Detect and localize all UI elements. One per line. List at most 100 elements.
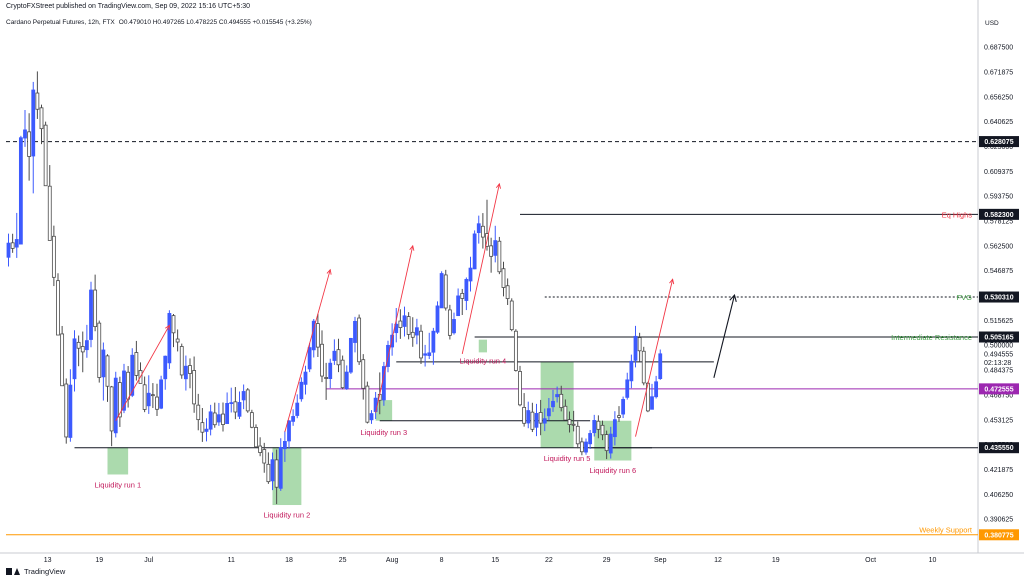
candle-body[interactable]: [629, 360, 634, 382]
candle-body[interactable]: [113, 377, 118, 434]
candle-body[interactable]: [35, 92, 40, 110]
candle-body[interactable]: [336, 349, 341, 366]
candle-body[interactable]: [270, 459, 275, 482]
candle-body[interactable]: [612, 419, 617, 438]
candle-body[interactable]: [505, 285, 510, 300]
candle-body[interactable]: [427, 352, 432, 356]
price-badge[interactable]: [979, 442, 1019, 454]
candle-body[interactable]: [526, 410, 531, 424]
candle-body[interactable]: [493, 240, 498, 256]
candle-body[interactable]: [43, 124, 48, 187]
candle-body[interactable]: [254, 427, 258, 448]
candle-body[interactable]: [555, 394, 560, 398]
candle-body[interactable]: [340, 359, 345, 389]
candle-body[interactable]: [592, 420, 597, 434]
candle-body[interactable]: [406, 316, 411, 335]
candle-body[interactable]: [221, 413, 225, 425]
candle-body[interactable]: [171, 315, 176, 334]
candle-body[interactable]: [419, 330, 423, 359]
candle-body[interactable]: [476, 223, 481, 234]
candle-body[interactable]: [295, 402, 300, 416]
candle-body[interactable]: [398, 320, 403, 328]
candle-body[interactable]: [579, 441, 584, 453]
candle-body[interactable]: [584, 441, 588, 453]
candle-body[interactable]: [303, 371, 308, 385]
candle-body[interactable]: [542, 418, 547, 424]
candle-body[interactable]: [84, 340, 89, 351]
candle-body[interactable]: [105, 355, 110, 387]
candle-body[interactable]: [518, 371, 522, 406]
candle-body[interactable]: [258, 445, 263, 453]
candle-body[interactable]: [299, 381, 304, 400]
candle-body[interactable]: [307, 347, 312, 370]
candle-body[interactable]: [266, 463, 271, 483]
candle-body[interactable]: [155, 396, 159, 410]
candle-body[interactable]: [93, 289, 98, 328]
candle-body[interactable]: [443, 274, 448, 309]
candle-body[interactable]: [460, 292, 465, 299]
candle-body[interactable]: [571, 423, 576, 426]
candle-body[interactable]: [282, 441, 287, 450]
candle-body[interactable]: [47, 185, 52, 241]
candle-body[interactable]: [204, 428, 209, 432]
candle-body[interactable]: [464, 278, 469, 301]
candle-body[interactable]: [229, 402, 234, 405]
candle-body[interactable]: [654, 381, 659, 398]
candle-body[interactable]: [80, 346, 85, 353]
candle-body[interactable]: [452, 319, 456, 334]
price-badge[interactable]: [979, 291, 1019, 303]
candle-body[interactable]: [23, 129, 27, 139]
candle-body[interactable]: [365, 385, 370, 423]
candle-body[interactable]: [18, 137, 23, 245]
candle-body[interactable]: [76, 341, 81, 349]
candle-body[interactable]: [97, 322, 102, 378]
candle-body[interactable]: [216, 414, 221, 423]
candle-body[interactable]: [200, 422, 205, 433]
candle-body[interactable]: [278, 447, 283, 489]
candle-body[interactable]: [501, 268, 506, 288]
candle-body[interactable]: [51, 235, 56, 278]
candle-body[interactable]: [241, 391, 246, 401]
candle-body[interactable]: [344, 371, 349, 390]
candle-body[interactable]: [183, 365, 188, 380]
candle-body[interactable]: [588, 433, 593, 445]
candle-body[interactable]: [410, 331, 415, 338]
price-axis[interactable]: 0.687500 0.671875 0.656250 0.640625 0.625000…: [979, 45, 1019, 541]
candle-body[interactable]: [489, 245, 494, 257]
candle-body[interactable]: [617, 415, 621, 418]
candle-body[interactable]: [14, 239, 19, 248]
candle-body[interactable]: [212, 412, 217, 426]
candle-body[interactable]: [188, 365, 192, 374]
candle-body[interactable]: [596, 420, 601, 430]
candle-body[interactable]: [287, 420, 291, 442]
candle-body[interactable]: [456, 295, 461, 317]
candle-body[interactable]: [320, 343, 324, 377]
candle-body[interactable]: [332, 350, 337, 361]
price-badge[interactable]: [979, 331, 1019, 343]
candle-body[interactable]: [117, 382, 122, 418]
candle-body[interactable]: [89, 289, 93, 340]
candle-body[interactable]: [324, 377, 329, 379]
candle-body[interactable]: [357, 317, 362, 363]
candle-body[interactable]: [163, 355, 168, 380]
candle-body[interactable]: [196, 404, 201, 421]
candle-body[interactable]: [130, 354, 135, 396]
candle-body[interactable]: [159, 379, 164, 409]
candle-body[interactable]: [439, 273, 444, 309]
candle-body[interactable]: [6, 242, 11, 258]
candle-body[interactable]: [621, 399, 626, 415]
candle-body[interactable]: [353, 320, 357, 343]
candle-body[interactable]: [546, 408, 551, 417]
candle-body[interactable]: [328, 362, 333, 380]
candle-body[interactable]: [348, 337, 353, 373]
time-axis[interactable]: 13 19 Jul 11 18 25 Aug 8 15 22 29 Sep 12 19 Oct 10: [44, 557, 937, 564]
candle-body[interactable]: [563, 405, 568, 421]
candle-body[interactable]: [361, 359, 366, 389]
candle-body[interactable]: [600, 424, 605, 436]
price-badge[interactable]: [979, 529, 1019, 541]
candle-body[interactable]: [10, 242, 15, 249]
candle-body[interactable]: [608, 433, 613, 454]
candle-body[interactable]: [245, 389, 250, 412]
candle-body[interactable]: [497, 240, 502, 273]
